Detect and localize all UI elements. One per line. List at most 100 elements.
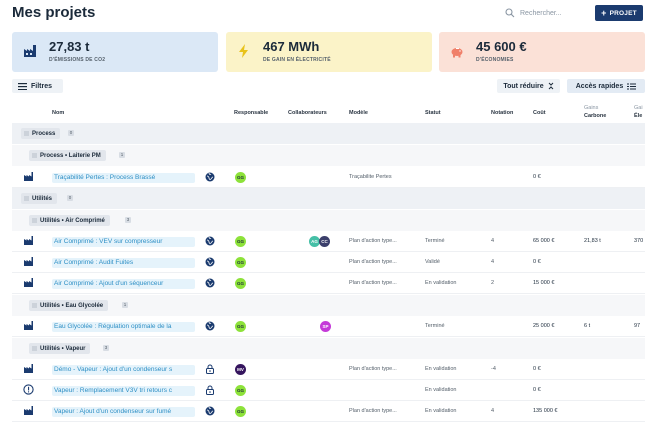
piggy-bank-icon	[451, 48, 463, 58]
project-name-link[interactable]: Air Comprimé : Ajout d'un séquenceur	[52, 279, 195, 289]
col-elec-top: Gai	[634, 105, 643, 111]
factory-icon	[24, 321, 33, 330]
table-row[interactable]: Vapeur : Ajout d'un condenseur sur fumé …	[12, 401, 645, 422]
collapse-all-button[interactable]: Tout réduire	[497, 79, 560, 93]
group-chip[interactable]: Utilités • Air Comprimé	[29, 215, 110, 226]
cost-cell: 135 000 €	[533, 408, 558, 414]
col-carbon[interactable]: Gains Carbone	[584, 104, 606, 120]
col-status[interactable]: Statut	[425, 110, 441, 116]
group-label: Utilités	[32, 195, 53, 202]
page-title: Mes projets	[12, 4, 96, 21]
cost-cell: 0 €	[533, 387, 541, 393]
project-name-link[interactable]: Air Comprimé : VEV sur compresseur	[52, 237, 195, 247]
group-chip[interactable]: Utilités • Eau Glycolée	[29, 300, 109, 311]
carbon-cell: 21,83 t	[584, 238, 601, 244]
electricity-cell: 370	[634, 238, 644, 244]
drag-handle-icon[interactable]	[24, 131, 29, 136]
filters-button[interactable]: Filtres	[12, 79, 63, 93]
project-name-link[interactable]: Traçabilité Pertes : Process Brassé	[52, 173, 195, 183]
table-row[interactable]: Eau Glycolée : Régulation optimale de la…	[12, 316, 645, 337]
status-cell: En validation	[425, 387, 457, 393]
group-chip[interactable]: Process	[21, 128, 61, 139]
table-row[interactable]: Vapeur : Remplacement V3V tri retours c …	[12, 380, 645, 401]
model-cell: Plan d'action type...	[349, 259, 397, 265]
group-count: 1	[119, 152, 125, 158]
status-cell: Terminé	[425, 238, 445, 244]
kpi-co2-value: 27,83 t	[49, 39, 90, 54]
drag-handle-icon[interactable]	[24, 196, 29, 201]
factory-icon	[24, 236, 33, 245]
alert-circle-icon	[23, 384, 34, 395]
cost-cell: 15 000 €	[533, 280, 555, 286]
group-row-utilites-vapeur[interactable]: Utilités • Vapeur 3	[12, 338, 645, 359]
group-row-utilites[interactable]: Utilités 0	[12, 188, 645, 209]
owner-avatar[interactable]: GG	[235, 236, 246, 247]
factory-icon	[24, 278, 33, 287]
col-owner[interactable]: Responsable	[234, 110, 269, 116]
project-name-link[interactable]: Vapeur : Ajout d'un condenseur sur fumé	[52, 407, 195, 417]
electricity-cell: 97	[634, 323, 641, 329]
project-name-link[interactable]: Air Comprimé : Audit Fuites	[52, 258, 195, 268]
project-name-link[interactable]: Démo - Vapeur : Ajout d'un condenseur s	[52, 365, 195, 375]
status-cell: En validation	[425, 280, 457, 286]
group-row-process[interactable]: Process 0	[12, 123, 645, 144]
globe-icon	[205, 257, 215, 267]
group-chip[interactable]: Utilités • Vapeur	[29, 343, 91, 354]
drag-handle-icon[interactable]	[32, 346, 37, 351]
group-chip[interactable]: Utilités	[21, 193, 58, 204]
model-cell: Traçabilite Pertes	[349, 174, 392, 180]
col-collaborators[interactable]: Collaborateurs	[288, 110, 327, 116]
collaborator-avatar[interactable]: SP	[320, 321, 331, 332]
table-row[interactable]: Traçabilité Pertes : Process Brassé GG T…	[12, 167, 645, 188]
owner-avatar[interactable]: GG	[235, 172, 246, 183]
cost-cell: 0 €	[533, 259, 541, 265]
status-cell: Validé	[425, 259, 440, 265]
lightning-icon	[239, 44, 248, 58]
group-row-utilites-air[interactable]: Utilités • Air Comprimé 3	[12, 210, 645, 231]
status-cell: En validation	[425, 366, 457, 372]
rating-cell: 4	[491, 259, 495, 265]
collaborator-avatar[interactable]: AG	[309, 236, 320, 247]
group-row-process-laiterie[interactable]: Process • Laiterie PM 1	[12, 145, 645, 166]
rating-cell: 2	[491, 280, 495, 286]
table-row[interactable]: Air Comprimé : VEV sur compresseur GG AG…	[12, 231, 645, 252]
owner-avatar[interactable]: GG	[235, 321, 246, 332]
kpi-savings-card: 45 600 € D'ÉCONOMIES	[439, 32, 645, 72]
owner-avatar[interactable]: GG	[235, 385, 246, 396]
owner-avatar[interactable]: GG	[235, 257, 246, 268]
col-elec-bottom: Éle	[634, 113, 643, 119]
group-chip[interactable]: Process • Laiterie PM	[29, 150, 106, 161]
table-row[interactable]: Démo - Vapeur : Ajout d'un condenseur s …	[12, 359, 645, 380]
drag-handle-icon[interactable]	[32, 303, 37, 308]
table-header: Nom Responsable Collaborateurs Modèle St…	[12, 100, 645, 122]
factory-icon	[24, 45, 36, 57]
new-project-button[interactable]: + PROJET	[595, 5, 643, 21]
cost-cell: 0 €	[533, 366, 541, 372]
drag-handle-icon[interactable]	[32, 153, 37, 158]
project-name-link[interactable]: Eau Glycolée : Régulation optimale de la	[52, 322, 195, 332]
search-input[interactable]: Rechercher...	[505, 5, 590, 21]
quick-access-button[interactable]: Accès rapides	[567, 79, 645, 93]
globe-icon	[205, 278, 215, 288]
table-row[interactable]: Air Comprimé : Audit Fuites GG Plan d'ac…	[12, 252, 645, 273]
col-name[interactable]: Nom	[52, 110, 65, 116]
group-row-utilites-glycolee[interactable]: Utilités • Eau Glycolée 1	[12, 295, 645, 316]
project-name-link[interactable]: Vapeur : Remplacement V3V tri retours c	[52, 386, 195, 396]
col-rating[interactable]: Notation	[491, 110, 514, 116]
kpi-electricity-card: 467 MWh DE GAIN EN ÉLECTRICITÉ	[226, 32, 432, 72]
col-carbon-top: Gains	[584, 105, 599, 111]
table-row[interactable]: Air Comprimé : Ajout d'un séquenceur GG …	[12, 273, 645, 294]
drag-handle-icon[interactable]	[32, 218, 37, 223]
rating-cell: 4	[491, 408, 495, 414]
col-model[interactable]: Modèle	[349, 110, 368, 116]
owner-avatar[interactable]: GG	[235, 406, 246, 417]
col-electricity[interactable]: Gai Éle	[634, 104, 643, 120]
collaborator-avatar[interactable]: CC	[319, 236, 330, 247]
factory-icon	[24, 406, 33, 415]
col-cost[interactable]: Coût	[533, 110, 546, 116]
owner-avatar[interactable]: MV	[235, 364, 246, 375]
lock-icon	[206, 385, 214, 395]
owner-avatar[interactable]: GG	[235, 278, 246, 289]
group-label: Utilités • Vapeur	[40, 345, 86, 352]
filters-label: Filtres	[31, 82, 53, 90]
